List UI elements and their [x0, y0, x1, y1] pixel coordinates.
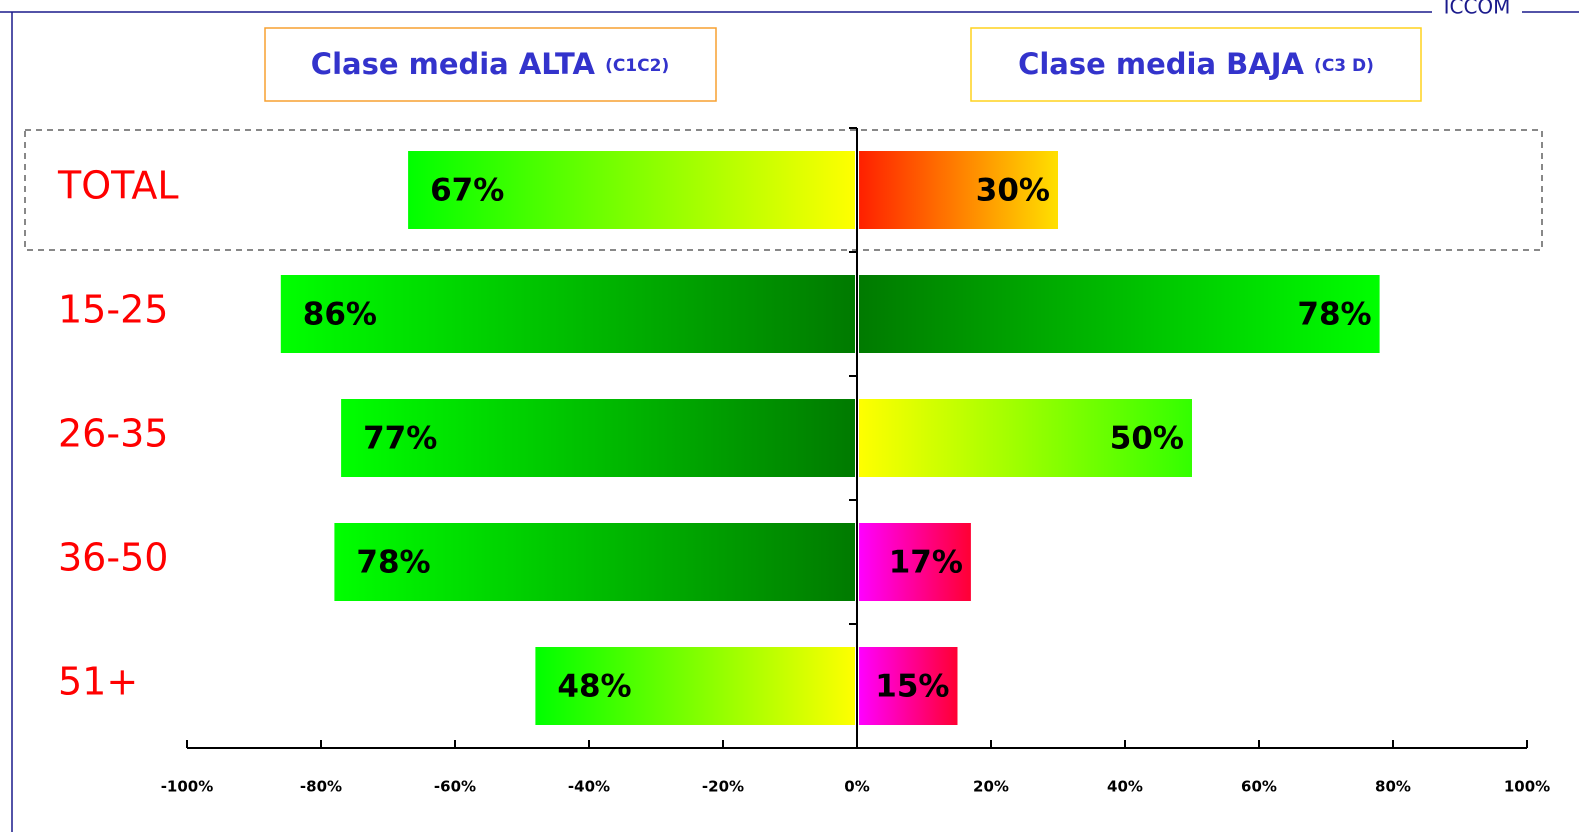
value-label: 15%	[875, 669, 949, 705]
x-tick-label: -100%	[161, 778, 214, 796]
x-tick-label: 80%	[1375, 778, 1411, 796]
legend-entry: Clase media ALTA (C1C2)	[311, 47, 669, 81]
value-label: 50%	[1110, 421, 1184, 457]
brand: ICCOM	[1444, 0, 1511, 19]
value-label: 86%	[303, 297, 377, 333]
legend-entry: Clase media BAJA (C3 D)	[1018, 47, 1374, 81]
category-label: 26-35	[58, 412, 168, 456]
x-tick-label: -60%	[434, 778, 476, 796]
category-label: 51+	[58, 660, 138, 704]
legend-box	[970, 27, 1422, 102]
value-label: 67%	[430, 173, 504, 209]
category-label: 15-25	[58, 288, 168, 332]
bar	[535, 647, 855, 725]
x-tick-label: 40%	[1107, 778, 1143, 796]
bar	[859, 275, 1380, 353]
category-label: 36-50	[58, 536, 168, 580]
bar	[408, 151, 855, 229]
value-label: 48%	[557, 669, 631, 705]
value-label: 17%	[889, 545, 963, 581]
x-tick-label: 20%	[973, 778, 1009, 796]
bar	[859, 647, 958, 725]
bar	[334, 523, 855, 601]
category-label: TOTAL	[57, 164, 179, 208]
bar	[859, 151, 1058, 229]
x-tick-label: 60%	[1241, 778, 1277, 796]
x-tick-label: -80%	[300, 778, 342, 796]
legend-box	[264, 27, 717, 102]
value-label: 30%	[976, 173, 1050, 209]
bar	[341, 399, 856, 477]
x-tick-label: -40%	[568, 778, 610, 796]
highlight-box	[24, 129, 1543, 251]
x-tick-label: 100%	[1504, 778, 1550, 796]
bar	[859, 399, 1192, 477]
x-tick-label: -20%	[702, 778, 744, 796]
x-tick-label: 0%	[844, 778, 869, 796]
value-label: 78%	[1297, 297, 1371, 333]
bar	[280, 275, 855, 353]
bar	[859, 523, 971, 601]
value-label: 78%	[356, 545, 430, 581]
value-label: 77%	[363, 421, 437, 457]
